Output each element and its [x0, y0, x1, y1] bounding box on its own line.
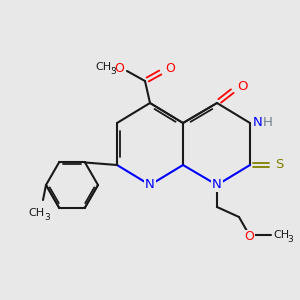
Text: CH: CH — [273, 230, 289, 240]
Text: H: H — [263, 116, 273, 128]
Text: S: S — [275, 158, 283, 172]
Text: CH: CH — [28, 208, 44, 218]
Text: N: N — [212, 178, 222, 191]
Text: 3: 3 — [287, 235, 293, 244]
Text: N: N — [145, 178, 155, 191]
Text: O: O — [237, 80, 247, 92]
Text: O: O — [165, 61, 175, 74]
Text: N: N — [253, 116, 263, 128]
Text: 3: 3 — [44, 212, 50, 221]
Text: O: O — [244, 230, 254, 244]
Text: O: O — [114, 61, 124, 74]
Text: 3: 3 — [110, 68, 116, 76]
Text: CH: CH — [95, 62, 111, 72]
